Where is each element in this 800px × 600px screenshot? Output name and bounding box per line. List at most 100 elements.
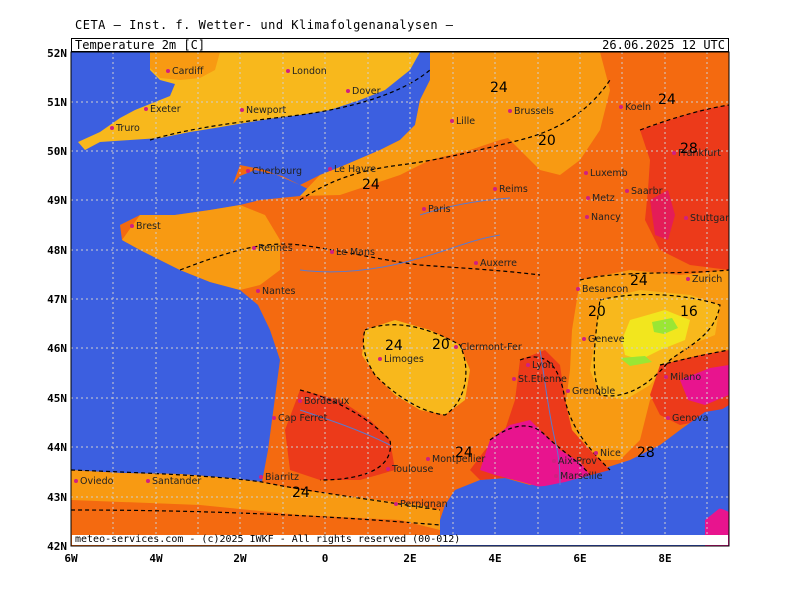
longitude-label: 2W xyxy=(233,552,247,565)
city-label: Cardiff xyxy=(172,66,204,77)
city-marker xyxy=(146,479,150,483)
city-marker xyxy=(582,337,586,341)
land-alps-green-2 xyxy=(620,356,652,366)
latitude-label: 44N xyxy=(47,441,67,454)
city-marker xyxy=(526,363,530,367)
city-label: Exeter xyxy=(150,104,181,115)
graticule xyxy=(71,52,729,546)
city-marker xyxy=(576,287,580,291)
rivers xyxy=(299,197,561,486)
valid-time-label: 26.06.2025 12 UTC xyxy=(602,38,725,52)
city-marker xyxy=(74,479,78,483)
city-marker xyxy=(666,416,670,420)
city-marker xyxy=(566,389,570,393)
city-marker xyxy=(508,109,512,113)
city-marker xyxy=(554,474,558,478)
city-marker xyxy=(286,69,290,73)
land-po-hottest xyxy=(680,365,729,405)
isotherm-value-label: 24 xyxy=(292,485,310,501)
copyright-footer: meteo-services.com - (c)2025 IWKF - All … xyxy=(72,535,728,545)
city-label: Nantes xyxy=(262,286,296,297)
city-marker xyxy=(474,261,478,265)
isotherm-value-label: 16 xyxy=(680,304,698,320)
isotherm-value-label: 28 xyxy=(680,141,698,157)
city-label: Frankfurt xyxy=(678,148,721,159)
city-label: Geneve xyxy=(588,334,625,345)
city-label: Stuttgart xyxy=(690,213,733,224)
city-label: Besancon xyxy=(582,284,628,295)
latitude-label: 47N xyxy=(47,293,67,306)
city-label: Koeln xyxy=(625,102,651,113)
city-marker xyxy=(594,451,598,455)
city-marker xyxy=(386,467,390,471)
city-marker xyxy=(256,289,260,293)
longitude-label: 6W xyxy=(64,552,78,565)
isotherm-value-label: 24 xyxy=(455,445,473,461)
latitude-label: 46N xyxy=(47,342,67,355)
isotherm-value-label: 20 xyxy=(588,304,606,320)
city-label: Genova xyxy=(672,413,708,424)
city-label: Reims xyxy=(499,184,528,195)
city-marker xyxy=(450,119,454,123)
city-marker xyxy=(144,107,148,111)
longitude-label: 8E xyxy=(658,552,671,565)
city-marker xyxy=(684,216,688,220)
city-label: Marseille xyxy=(560,471,603,482)
city-label: Nancy xyxy=(591,212,621,223)
city-marker xyxy=(298,399,302,403)
city-label: Toulouse xyxy=(391,464,433,475)
city-label: Saarbr xyxy=(631,186,663,197)
isotherm-value-label: 20 xyxy=(432,337,450,353)
city-label: Paris xyxy=(428,204,451,215)
city-label: Brest xyxy=(136,221,161,232)
city-marker xyxy=(619,105,623,109)
city-label: Lyon xyxy=(532,360,554,371)
city-label: Le Havre xyxy=(334,164,376,175)
city-label: Aix-Prov xyxy=(558,456,597,467)
city-label: Nice xyxy=(600,448,621,459)
latitude-label: 52N xyxy=(47,47,67,60)
city-marker xyxy=(493,187,497,191)
isotherm-value-label: 20 xyxy=(538,133,556,149)
city-marker xyxy=(454,345,458,349)
longitude-label: 4E xyxy=(488,552,501,565)
city-marker xyxy=(664,375,668,379)
city-marker xyxy=(552,459,556,463)
isotherm-value-label: 28 xyxy=(637,445,655,461)
city-labels: Cardiff London Dover Exeter Newport Truro Lill… xyxy=(74,66,733,510)
city-marker xyxy=(330,250,334,254)
city-label: Zurich xyxy=(692,274,722,285)
longitude-label: 4W xyxy=(149,552,163,565)
copyright-text: meteo-services.com - (c)2025 IWKF - All … xyxy=(75,534,461,545)
isotherm-value-label: 24 xyxy=(490,80,508,96)
city-marker xyxy=(328,167,332,171)
latitude-label: 48N xyxy=(47,244,67,257)
city-label: St.Etienne xyxy=(518,374,567,385)
city-marker xyxy=(240,108,244,112)
latitude-label: 45N xyxy=(47,392,67,405)
land-provence-hottest xyxy=(480,420,590,487)
land-rhine-hottest xyxy=(650,190,675,240)
city-marker xyxy=(272,416,276,420)
city-marker xyxy=(394,502,398,506)
city-label: Bordeaux xyxy=(304,396,350,407)
land-massif-central xyxy=(362,320,470,415)
sea-mediterranean xyxy=(440,408,729,546)
city-marker xyxy=(686,277,690,281)
city-marker xyxy=(259,475,263,479)
city-label: Cherbourg xyxy=(252,166,302,177)
city-marker xyxy=(426,457,430,461)
city-marker xyxy=(512,377,516,381)
city-label: Metz xyxy=(592,193,615,204)
isotherm-value-label: 24 xyxy=(385,338,403,354)
city-marker xyxy=(378,357,382,361)
city-marker xyxy=(246,169,250,173)
isotherm-lines xyxy=(71,69,729,526)
isotherm-value-label: 24 xyxy=(658,92,676,108)
longitude-label: 6E xyxy=(573,552,586,565)
city-label: Auxerre xyxy=(480,258,517,269)
city-marker xyxy=(346,89,350,93)
city-label: Milano xyxy=(670,372,701,383)
city-marker xyxy=(422,207,426,211)
